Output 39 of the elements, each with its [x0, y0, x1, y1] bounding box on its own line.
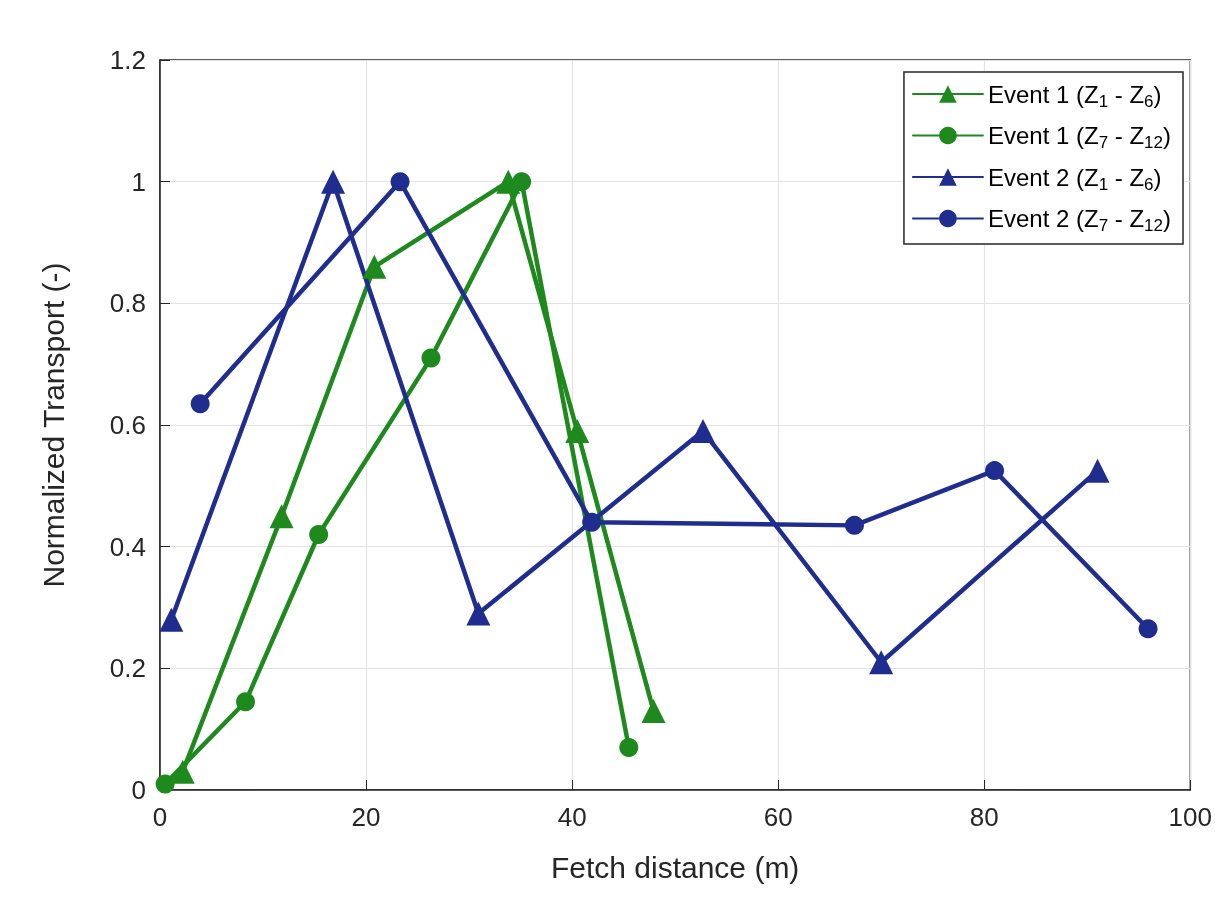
y-tick-label: 1	[131, 166, 146, 197]
y-tick-label: 1.2	[109, 45, 146, 75]
point	[565, 419, 590, 444]
x-tick-label: 0	[152, 802, 168, 832]
point	[869, 650, 894, 675]
x-tick-label: 80	[969, 802, 999, 832]
point	[512, 172, 532, 192]
y-tick-label: 0.8	[109, 288, 146, 319]
y-tick-label: 0.2	[109, 653, 146, 684]
point	[309, 525, 329, 544]
x-axis-title: Fetch distance (m)	[550, 850, 800, 884]
point	[690, 419, 715, 444]
point	[155, 774, 175, 794]
y-tick-label: 0	[131, 775, 146, 805]
point	[362, 254, 387, 279]
point	[466, 601, 491, 626]
point	[582, 512, 602, 532]
x-tick-label: 20	[351, 802, 381, 832]
point	[496, 169, 521, 194]
y-tick-label: 0.6	[109, 410, 146, 440]
point	[170, 759, 195, 784]
x-tick-label: 60	[763, 802, 793, 832]
point	[1138, 619, 1158, 639]
point	[321, 169, 346, 194]
point	[985, 461, 1005, 481]
x-tick-label: 40	[557, 802, 587, 832]
point	[421, 348, 441, 368]
y-axis-title: Normalized Transport (-)	[36, 262, 70, 588]
x-tick-label: 100	[1168, 802, 1213, 832]
point	[236, 692, 256, 712]
point	[390, 172, 410, 192]
point	[619, 737, 639, 757]
point	[159, 607, 184, 632]
point	[641, 698, 666, 723]
point	[1085, 458, 1110, 483]
point	[844, 515, 864, 535]
y-tick-label: 0.4	[109, 531, 146, 562]
point	[190, 394, 210, 414]
point	[269, 504, 294, 529]
